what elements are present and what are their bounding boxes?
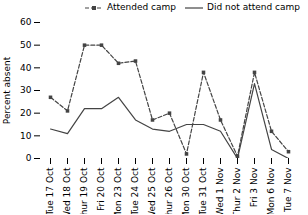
svg-text:Fri 20 Oct: Fri 20 Oct xyxy=(96,167,106,211)
svg-text:50: 50 xyxy=(20,40,32,50)
svg-text:Mon 23 Oct: Mon 23 Oct xyxy=(113,167,123,214)
svg-text:10: 10 xyxy=(20,131,32,141)
html-text:Did not attend camp: Did not attend camp xyxy=(207,2,300,12)
svg-text:Wed 18 Oct: Wed 18 Oct xyxy=(62,167,72,214)
svg-text:Mon 30 Oct: Mon 30 Oct xyxy=(181,167,191,214)
svg-text:30: 30 xyxy=(20,85,32,95)
svg-text:Tue 7 Nov: Tue 7 Nov xyxy=(283,167,293,213)
svg-text:60: 60 xyxy=(20,17,32,27)
svg-text:20: 20 xyxy=(20,108,32,118)
svg-text:Fri 3 Nov: Fri 3 Nov xyxy=(249,167,259,207)
svg-text:0: 0 xyxy=(26,153,32,163)
svg-text:Tue 17 Oct: Tue 17 Oct xyxy=(45,167,55,214)
svg-text:Tue 24 Oct: Tue 24 Oct xyxy=(130,167,140,214)
svg-text:Mon 6 Nov: Mon 6 Nov xyxy=(266,167,276,214)
svg-text:Wed 1 Nov: Wed 1 Nov xyxy=(215,167,225,214)
svg-text:Percent absent: Percent absent xyxy=(2,56,12,124)
html-text:Attended camp: Attended camp xyxy=(107,2,177,12)
svg-text:Thur 2 Nov: Thur 2 Nov xyxy=(232,167,242,214)
svg-text:40: 40 xyxy=(20,63,32,73)
svg-text:Thur 19 Oct: Thur 19 Oct xyxy=(79,167,89,214)
svg-text:Tue 31 Oct: Tue 31 Oct xyxy=(198,167,208,214)
svg-text:Wed 25 Oct: Wed 25 Oct xyxy=(147,167,157,214)
svg-text:Thur 26 Oct: Thur 26 Oct xyxy=(164,167,174,214)
